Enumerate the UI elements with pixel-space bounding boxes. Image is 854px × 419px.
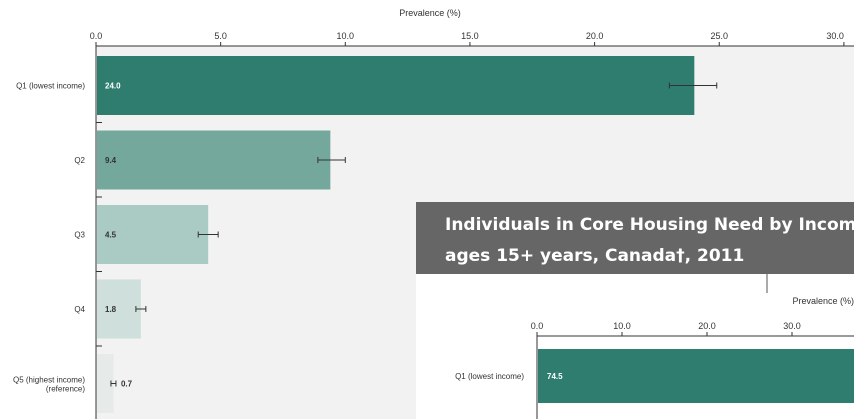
- x-tick-label: 10.0: [337, 31, 355, 41]
- chart-2: Prevalence (%) 0.0 10.0 20.0 30.0 Q1 (lowes…: [455, 274, 854, 419]
- category-label: Q1 (lowest income): [16, 82, 85, 91]
- value-label: 0.7: [121, 380, 133, 389]
- overlay-title-line-2: ages 15+ years, Canada†, 2011: [445, 246, 745, 266]
- value-label: 9.4: [105, 156, 117, 165]
- bar: [97, 56, 695, 115]
- category-label: Q4: [74, 305, 85, 314]
- value-label: 4.5: [105, 231, 117, 240]
- x-tick-label: 20.0: [586, 31, 604, 41]
- value-label: 24.0: [105, 82, 121, 91]
- x-tick-label: 0.0: [90, 31, 103, 41]
- x-axis-title: Prevalence (%): [399, 8, 461, 18]
- x-tick-label: 10.0: [613, 321, 631, 331]
- category-label: Q3: [74, 231, 85, 240]
- overlay-chart-title: Individuals in Core Housing Need by Inco…: [416, 202, 854, 274]
- category-sublabel: (reference): [46, 385, 85, 394]
- x-tick-label: 30.0: [826, 31, 844, 41]
- bar: [538, 349, 854, 403]
- x-tick-label: 20.0: [698, 321, 716, 331]
- category-label: Q5 (highest income): [13, 376, 85, 385]
- bar: [97, 205, 209, 264]
- x-tick-label: 0.0: [531, 321, 544, 331]
- overlay-title-line-1: Individuals in Core Housing Need by Inco…: [445, 215, 854, 235]
- category-label: Q1 (lowest income): [455, 372, 524, 381]
- value-label: 1.8: [105, 305, 117, 314]
- x-tick-label: 5.0: [214, 31, 227, 41]
- x-tick-label: 25.0: [710, 31, 728, 41]
- bar: [97, 279, 141, 339]
- bar: [97, 354, 114, 413]
- value-label: 74.5: [547, 372, 563, 381]
- x-axis-title: Prevalence (%): [792, 296, 854, 306]
- bar: [97, 130, 331, 190]
- x-tick-label: 15.0: [461, 31, 479, 41]
- x-tick-label: 30.0: [783, 321, 801, 331]
- category-label: Q2: [74, 156, 85, 165]
